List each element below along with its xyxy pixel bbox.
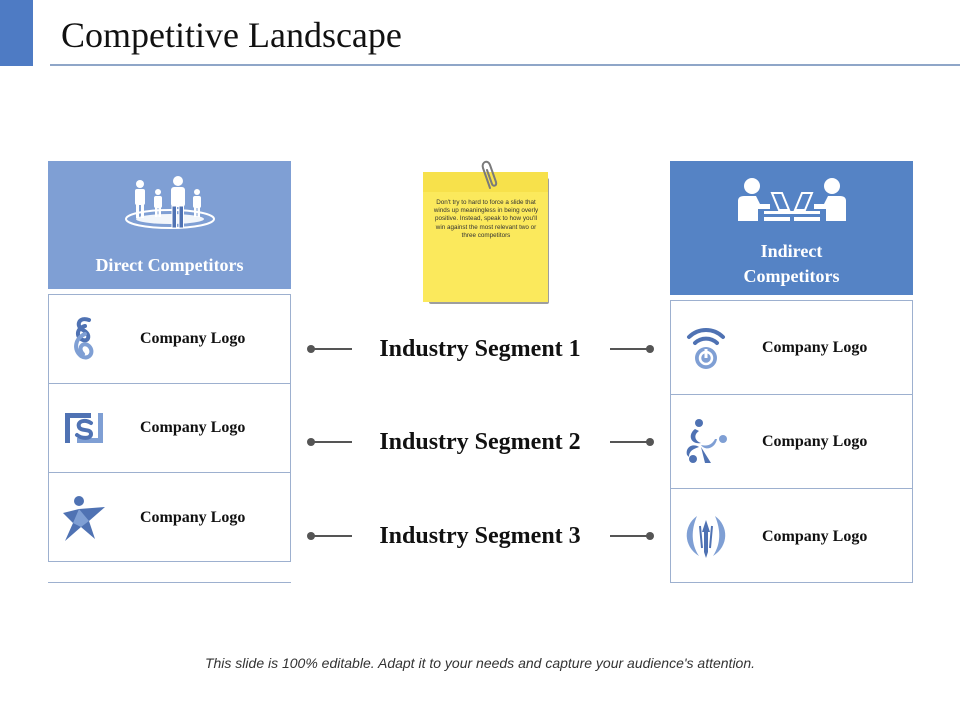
square-s-logo-icon <box>65 413 103 443</box>
segment-row-3: Industry Segment 3 <box>300 521 660 551</box>
connector-dot <box>307 345 315 353</box>
slide-title: Competitive Landscape <box>61 15 402 55</box>
logo-label: Company Logo <box>140 330 246 347</box>
people-laptops-icon <box>737 178 846 221</box>
leaf-arrow-logo-icon <box>686 515 726 558</box>
footer-note: This slide is 100% editable. Adapt it to… <box>204 655 756 671</box>
star-figure-logo-icon <box>63 496 105 541</box>
connector-dot <box>646 532 654 540</box>
wifi-power-logo-icon <box>687 327 725 369</box>
title-accent-block <box>0 0 33 66</box>
logo-label: Company Logo <box>762 432 868 450</box>
direct-competitors-heading: Direct Competitors <box>95 255 244 275</box>
paperclip-icon <box>481 160 498 189</box>
connector-line <box>610 535 650 537</box>
indirect-competitors-heading: Indirect Competitors <box>670 239 913 289</box>
figures-circle-logo-icon <box>686 418 727 463</box>
panel-bottom-rule <box>48 582 291 583</box>
title-underline <box>50 64 960 66</box>
swirl-s-logo-icon <box>74 317 94 360</box>
segment-row-1: Industry Segment 1 <box>300 334 660 364</box>
connector-line <box>312 348 352 350</box>
sticky-note-text: Don't try to hard to force a slide that … <box>433 199 539 239</box>
segment-label: Industry Segment 3 <box>379 523 581 549</box>
direct-competitors-header: Direct Competitors <box>48 161 291 289</box>
connector-line <box>610 441 650 443</box>
segment-label: Industry Segment 1 <box>379 336 581 362</box>
logo-row: Company Logo <box>671 301 912 395</box>
connector-dot <box>307 438 315 446</box>
logo-row: Company Logo <box>671 489 912 584</box>
segment-row-2: Industry Segment 2 <box>300 427 660 457</box>
logo-row: Company Logo <box>49 295 290 384</box>
connector-line <box>312 441 352 443</box>
group-people-icon <box>124 176 215 229</box>
indirect-logo-panel: Company Logo Company Logo Company Logo <box>670 300 913 583</box>
logo-label: Company Logo <box>762 338 868 356</box>
segment-label: Industry Segment 2 <box>379 429 581 455</box>
sticky-note: Don't try to hard to force a slide that … <box>423 172 549 304</box>
connector-dot <box>646 345 654 353</box>
logo-label: Company Logo <box>762 527 868 545</box>
connector-line <box>610 348 650 350</box>
indirect-heading-line1: Indirect <box>760 241 823 261</box>
indirect-heading-line2: Competitors <box>743 266 840 286</box>
logo-row: Company Logo <box>49 384 290 473</box>
indirect-competitors-header: Indirect Competitors <box>670 161 913 295</box>
connector-line <box>312 535 352 537</box>
connector-dot <box>646 438 654 446</box>
logo-label: Company Logo <box>140 419 246 436</box>
logo-label: Company Logo <box>140 509 246 526</box>
connector-dot <box>307 532 315 540</box>
logo-row: Company Logo <box>671 395 912 489</box>
logo-row: Company Logo <box>49 473 290 563</box>
direct-logo-panel: Company Logo Company Logo Company Logo <box>48 294 291 562</box>
